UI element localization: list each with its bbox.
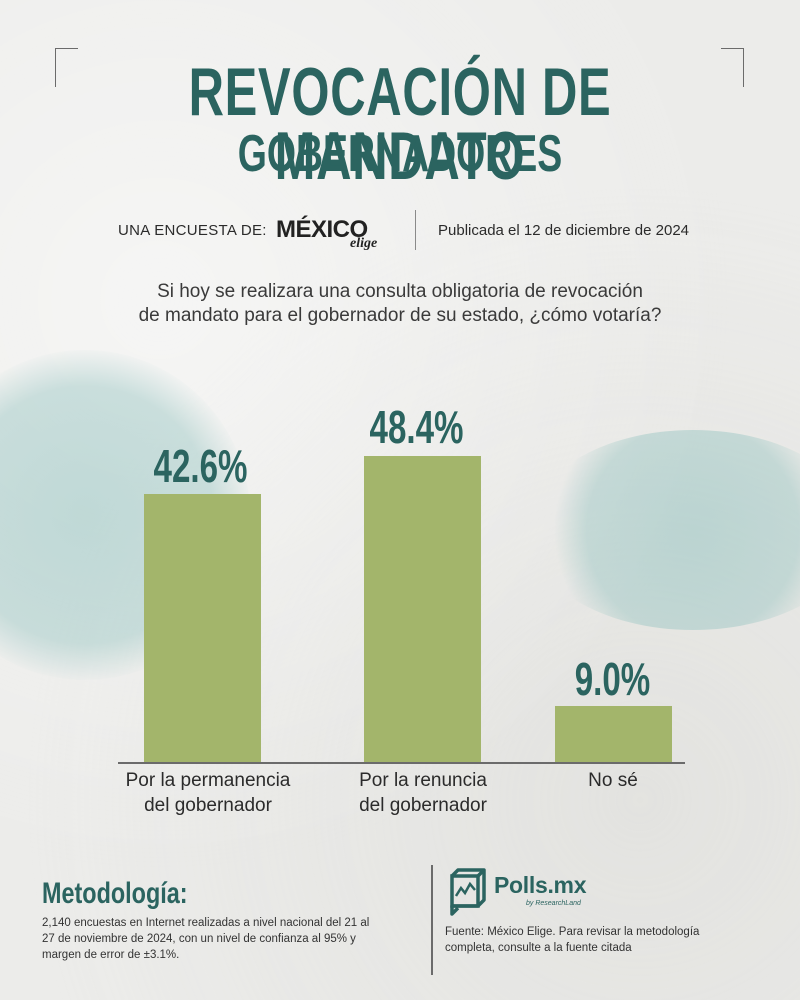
page-title: REVOCACIÓN DE MANDATO xyxy=(188,54,612,194)
methodology-title: Metodología: xyxy=(42,877,188,910)
bar-value-renuncia: 48.4% xyxy=(369,401,464,453)
bar-permanencia xyxy=(144,494,261,762)
category-label-line: del gobernador xyxy=(144,795,272,816)
bar-value-no-se: 9.0% xyxy=(574,653,651,705)
category-label-renuncia: Por la renuncia del gobernador xyxy=(313,768,533,818)
footer-divider xyxy=(431,865,433,975)
chart-frame-icon xyxy=(450,868,486,916)
category-label-line: del gobernador xyxy=(359,795,487,816)
methodology-text: 2,140 encuestas en Internet realizadas a… xyxy=(42,917,370,961)
category-label-line: No sé xyxy=(588,770,638,791)
category-label-permanencia: Por la permanencia del gobernador xyxy=(98,768,318,818)
bar-no-se xyxy=(555,706,672,762)
polls-brand-sub: by ResearchLand xyxy=(526,900,581,907)
byline-label: UNA ENCUESTA DE: xyxy=(118,222,267,239)
mexico-elige-logo: MÉXICO elige xyxy=(276,212,396,256)
bar-renuncia xyxy=(364,456,481,762)
category-label-line: Por la renuncia xyxy=(359,770,487,791)
category-label-no-se: No sé xyxy=(503,768,723,793)
polls-brand-name: Polls.mx xyxy=(494,872,587,898)
corner-bracket-top-left xyxy=(55,48,78,87)
logo-sub-text: elige xyxy=(350,236,378,251)
byline: UNA ENCUESTA DE: MÉXICO elige Publicada … xyxy=(0,210,800,254)
survey-question: Si hoy se realizara una consulta obligat… xyxy=(0,280,800,328)
question-line-2: de mandato para el gobernador de su esta… xyxy=(138,305,662,326)
category-label-line: Por la permanencia xyxy=(125,770,291,791)
polls-mx-logo: Polls.mx by ResearchLand xyxy=(448,866,628,922)
question-line-1: Si hoy se realizara una consulta obligat… xyxy=(157,281,643,302)
source-note: Fuente: México Elige. Para revisar la me… xyxy=(445,926,700,954)
bar-value-permanencia: 42.6% xyxy=(153,440,248,492)
corner-bracket-top-right xyxy=(721,48,744,87)
x-axis-line xyxy=(118,762,685,764)
decorative-circle-right xyxy=(528,430,800,630)
byline-divider xyxy=(415,210,416,250)
logo-main-text: MÉXICO xyxy=(276,216,368,243)
publish-date: Publicada el 12 de diciembre de 2024 xyxy=(438,222,690,239)
page-subtitle: GOBERNADORES xyxy=(237,125,563,183)
